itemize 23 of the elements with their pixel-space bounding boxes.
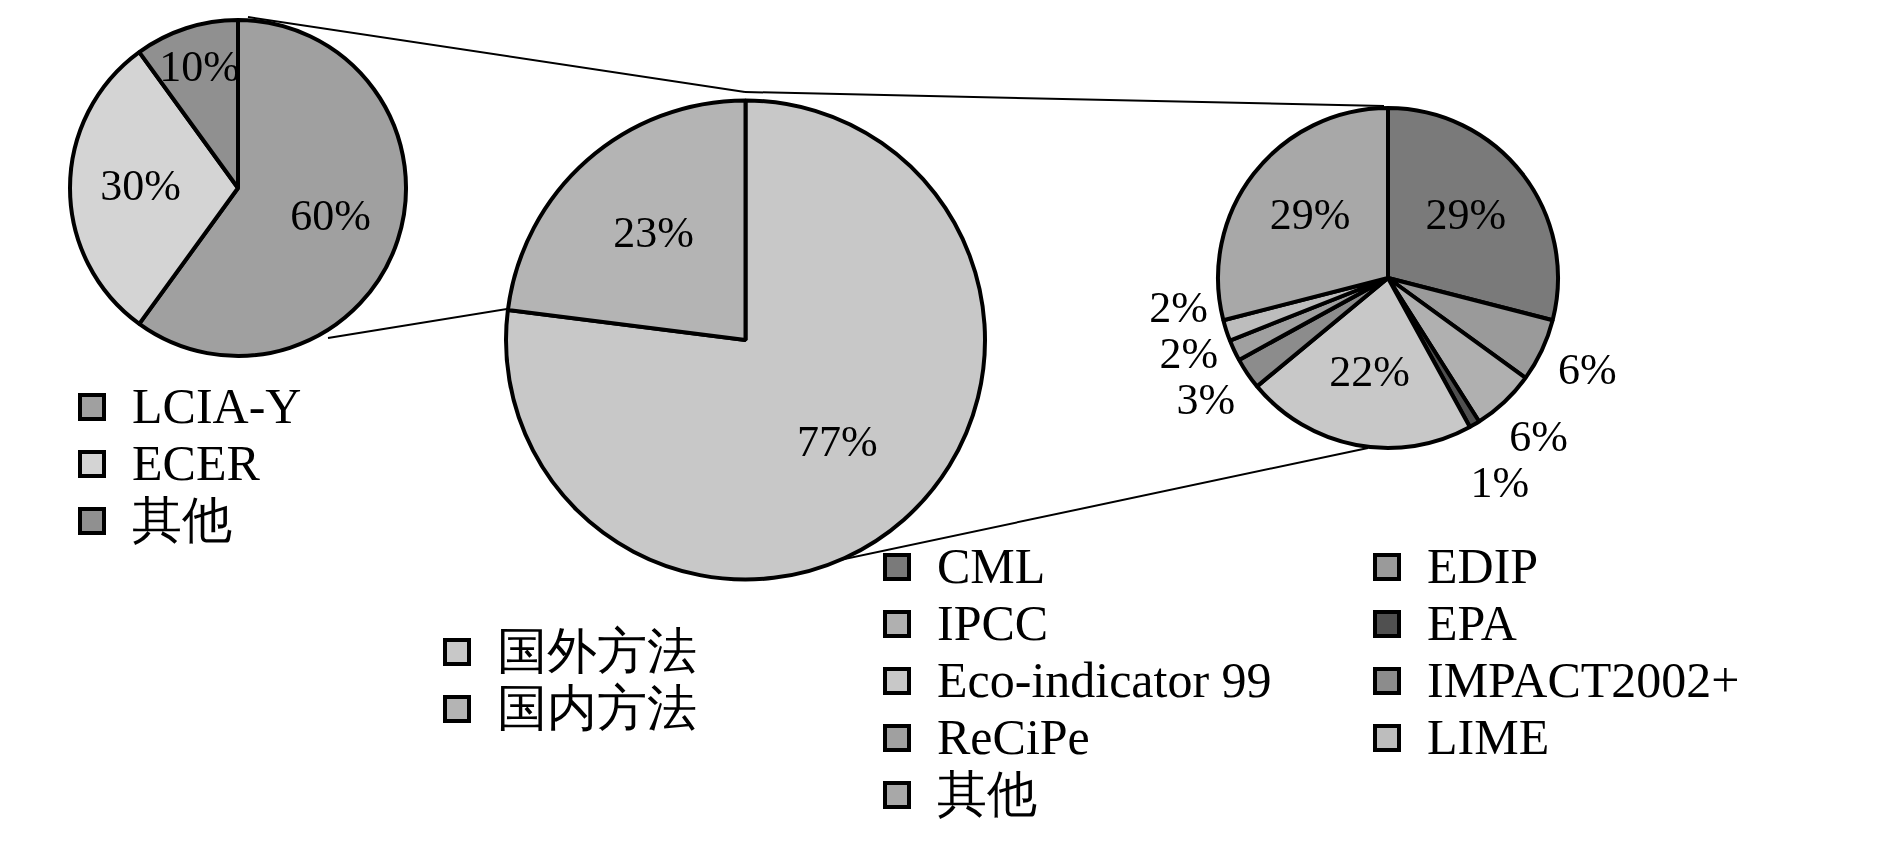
data-label: 60%	[290, 190, 371, 240]
data-label: 6%	[1557, 344, 1617, 394]
legend-label: LCIA-Y	[132, 378, 302, 435]
legend-label: LIME	[1427, 709, 1550, 766]
data-label: 22%	[1329, 347, 1410, 397]
legend-label: 其他	[937, 766, 1037, 823]
legend-label: EPA	[1427, 595, 1517, 652]
legend-label: EDIP	[1427, 538, 1539, 595]
data-label: 30%	[100, 160, 181, 210]
data-label: 29%	[1269, 190, 1351, 240]
data-label: 23%	[613, 208, 694, 258]
legend-label: CML	[937, 538, 1046, 595]
data-label: 10%	[159, 42, 240, 92]
legend-label: 国外方法	[497, 623, 697, 680]
legend-label: ECER	[132, 435, 260, 492]
legend-label: Eco-indicator 99	[937, 652, 1272, 709]
legend-label: 其他	[132, 492, 232, 549]
data-label: 29%	[1425, 190, 1507, 240]
legend-label: ReCiPe	[937, 709, 1090, 766]
legend-label: IMPACT2002+	[1427, 652, 1740, 709]
legend-label: IPCC	[937, 595, 1049, 652]
legend-label: 国内方法	[497, 680, 697, 737]
data-label: 77%	[797, 416, 878, 466]
